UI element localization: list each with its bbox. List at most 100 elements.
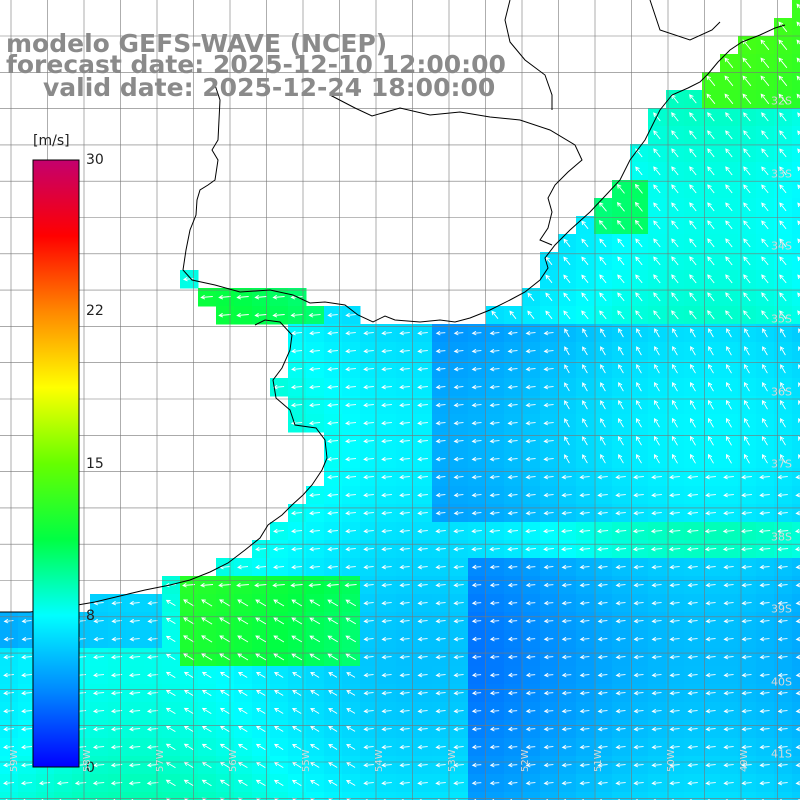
border-north	[504, 0, 553, 110]
wind-arrow	[273, 599, 285, 607]
wind-arrow	[309, 348, 320, 354]
wind-arrow	[722, 528, 735, 534]
wind-arrow	[759, 618, 770, 624]
wind-arrow	[579, 744, 590, 750]
wind-arrow	[543, 618, 554, 624]
wind-speed-cell	[792, 270, 800, 289]
wind-arrow	[219, 671, 230, 678]
wind-arrow	[651, 708, 662, 714]
wind-arrow	[489, 420, 500, 426]
wind-arrow	[651, 474, 662, 480]
wind-arrow	[778, 93, 788, 104]
wind-arrow	[687, 708, 698, 714]
wind-arrow	[687, 726, 698, 732]
wind-arrow	[128, 726, 141, 732]
wind-speed-cell	[792, 288, 800, 307]
wind-arrow	[705, 618, 716, 624]
wind-arrow	[237, 779, 248, 786]
wind-arrow	[399, 636, 410, 642]
wind-arrow	[309, 402, 321, 408]
wind-arrow	[363, 348, 374, 354]
wind-arrow	[708, 328, 714, 338]
wind-arrow	[417, 726, 428, 732]
wind-arrow	[743, 238, 751, 248]
wind-arrow	[255, 546, 267, 552]
wind-arrow	[741, 564, 752, 570]
wind-arrow	[525, 456, 536, 462]
wind-arrow	[635, 274, 643, 284]
wind-arrow	[654, 363, 660, 374]
wind-speed-cell	[792, 324, 800, 343]
wind-arrow	[797, 148, 800, 154]
wind-speed-cell	[324, 792, 343, 800]
colorbar-tick-22: 22	[86, 303, 104, 319]
wind-arrow	[597, 582, 608, 588]
wind-arrow	[310, 690, 320, 696]
wind-arrow	[761, 202, 769, 212]
wind-arrow	[597, 492, 608, 498]
wind-arrow	[723, 636, 734, 642]
wind-arrow	[651, 636, 662, 642]
wind-arrow	[417, 348, 428, 354]
lon-label: 57W	[155, 749, 166, 772]
wind-arrow	[525, 708, 536, 714]
wind-arrow	[707, 274, 715, 284]
wind-arrow	[453, 600, 464, 606]
wind-arrow	[797, 292, 800, 298]
wind-arrow	[255, 779, 266, 786]
wind-arrow	[690, 345, 696, 356]
wind-arrow	[795, 726, 800, 732]
wind-arrow	[689, 256, 697, 266]
wind-arrow	[759, 636, 770, 642]
wind-arrow	[327, 330, 338, 336]
wind-arrow	[326, 582, 339, 588]
wind-arrow	[669, 744, 680, 750]
wind-arrow	[741, 618, 752, 624]
wind-arrow	[507, 474, 518, 480]
wind-arrow	[3, 762, 15, 768]
wind-arrow	[471, 438, 482, 444]
wind-arrow	[525, 600, 536, 606]
wind-arrow	[543, 564, 554, 570]
colorbar-unit: [m/s]	[33, 133, 70, 149]
wind-arrow	[777, 474, 788, 480]
wind-arrow	[236, 582, 249, 588]
wind-arrow	[507, 456, 518, 462]
wind-arrow	[744, 400, 750, 410]
wind-arrow	[435, 744, 446, 750]
wind-arrow	[381, 618, 392, 624]
wind-arrow	[399, 492, 410, 498]
wind-arrow	[561, 654, 572, 660]
wind-arrow	[381, 636, 392, 642]
wind-arrow	[634, 183, 643, 194]
wind-arrow	[128, 672, 141, 678]
wind-arrow	[363, 582, 374, 588]
wind-arrow	[507, 618, 518, 624]
wind-arrow	[274, 743, 284, 750]
wind-arrow	[435, 492, 446, 498]
wind-arrow	[363, 384, 374, 390]
wind-arrow	[489, 564, 500, 570]
wind-arrow	[525, 744, 536, 750]
wind-arrow	[543, 474, 554, 480]
wind-arrow	[725, 184, 733, 194]
wind-arrow	[561, 564, 572, 570]
wind-arrow	[165, 707, 176, 714]
wind-arrow	[760, 39, 770, 51]
wind-arrow	[399, 510, 410, 516]
wind-arrow	[668, 528, 681, 534]
wind-arrow	[219, 779, 230, 787]
wind-arrow	[399, 366, 410, 372]
wind-arrow	[744, 453, 750, 464]
wind-arrow	[219, 761, 230, 768]
wind-arrow	[617, 292, 625, 302]
wind-arrow	[92, 690, 105, 696]
wind-arrow	[618, 346, 624, 356]
wind-arrow	[525, 690, 536, 696]
wind-arrow	[399, 690, 410, 696]
wind-arrow	[453, 564, 464, 570]
wind-arrow	[507, 708, 518, 714]
wind-arrow	[219, 653, 231, 661]
wind-arrow	[798, 328, 800, 334]
wind-arrow	[435, 582, 446, 588]
